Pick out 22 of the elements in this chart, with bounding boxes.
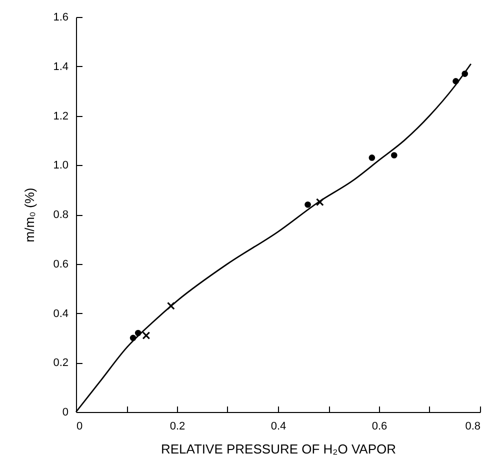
x-tick-label: 0	[76, 420, 83, 432]
point	[316, 198, 324, 206]
y-tick-label: 0	[62, 406, 68, 418]
x-tick-label: 0.8	[465, 420, 480, 432]
point	[390, 152, 398, 158]
y-tick-label: 0.6	[53, 258, 68, 270]
y-tick-label: 1.6	[53, 12, 68, 24]
y-axis-title: m/m₀ (%)	[22, 188, 38, 242]
y-tick-label: 1.4	[53, 60, 68, 73]
y-tick-label: 1.2	[53, 110, 68, 122]
x-tick-label: 0.4	[270, 420, 286, 432]
y-tick-label: 1.0	[53, 160, 68, 172]
point	[142, 332, 150, 340]
y-tick-label: 0.8	[53, 209, 68, 221]
x-tick-label: 0.6	[372, 420, 388, 432]
point	[166, 302, 175, 310]
point	[368, 154, 376, 161]
x-tick-label: 0.2	[170, 420, 186, 432]
x-axis-title: RELATIVE PRESSURE OF H₂O VAPOR	[160, 442, 396, 456]
point	[304, 201, 311, 208]
y-tick-label: 0.2	[53, 357, 68, 370]
y-tick-label: 0.4	[53, 308, 68, 320]
